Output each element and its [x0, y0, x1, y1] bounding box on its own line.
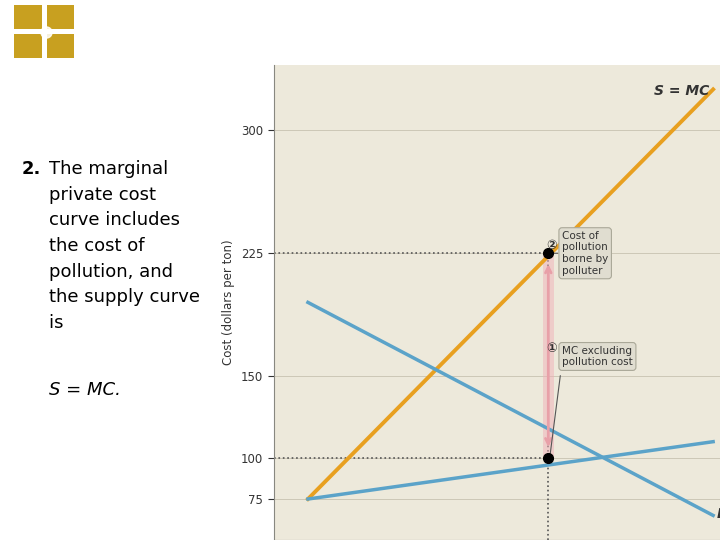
- FancyBboxPatch shape: [14, 33, 42, 58]
- FancyBboxPatch shape: [47, 33, 74, 58]
- FancyBboxPatch shape: [47, 4, 74, 29]
- Text: Cost of
pollution
borne by
polluter: Cost of pollution borne by polluter: [562, 231, 608, 275]
- Text: D = MB: D = MB: [716, 507, 720, 521]
- Text: The marginal
private cost
curve includes
the cost of
pollution, and
the supply c: The marginal private cost curve includes…: [49, 160, 200, 332]
- Text: S = MC.: S = MC.: [49, 381, 121, 399]
- Text: 2.: 2.: [22, 160, 41, 178]
- Text: 9.1 NEGATIVE EXTERNALITIES: 9.1 NEGATIVE EXTERNALITIES: [112, 26, 436, 45]
- Text: ②: ②: [546, 239, 557, 252]
- FancyBboxPatch shape: [14, 4, 42, 29]
- Text: ①: ①: [546, 342, 557, 355]
- Text: MC excluding
pollution cost: MC excluding pollution cost: [562, 346, 633, 367]
- Y-axis label: Cost (dollars per ton): Cost (dollars per ton): [222, 240, 235, 365]
- Text: S = MC: S = MC: [654, 84, 710, 98]
- Bar: [543, 253, 554, 458]
